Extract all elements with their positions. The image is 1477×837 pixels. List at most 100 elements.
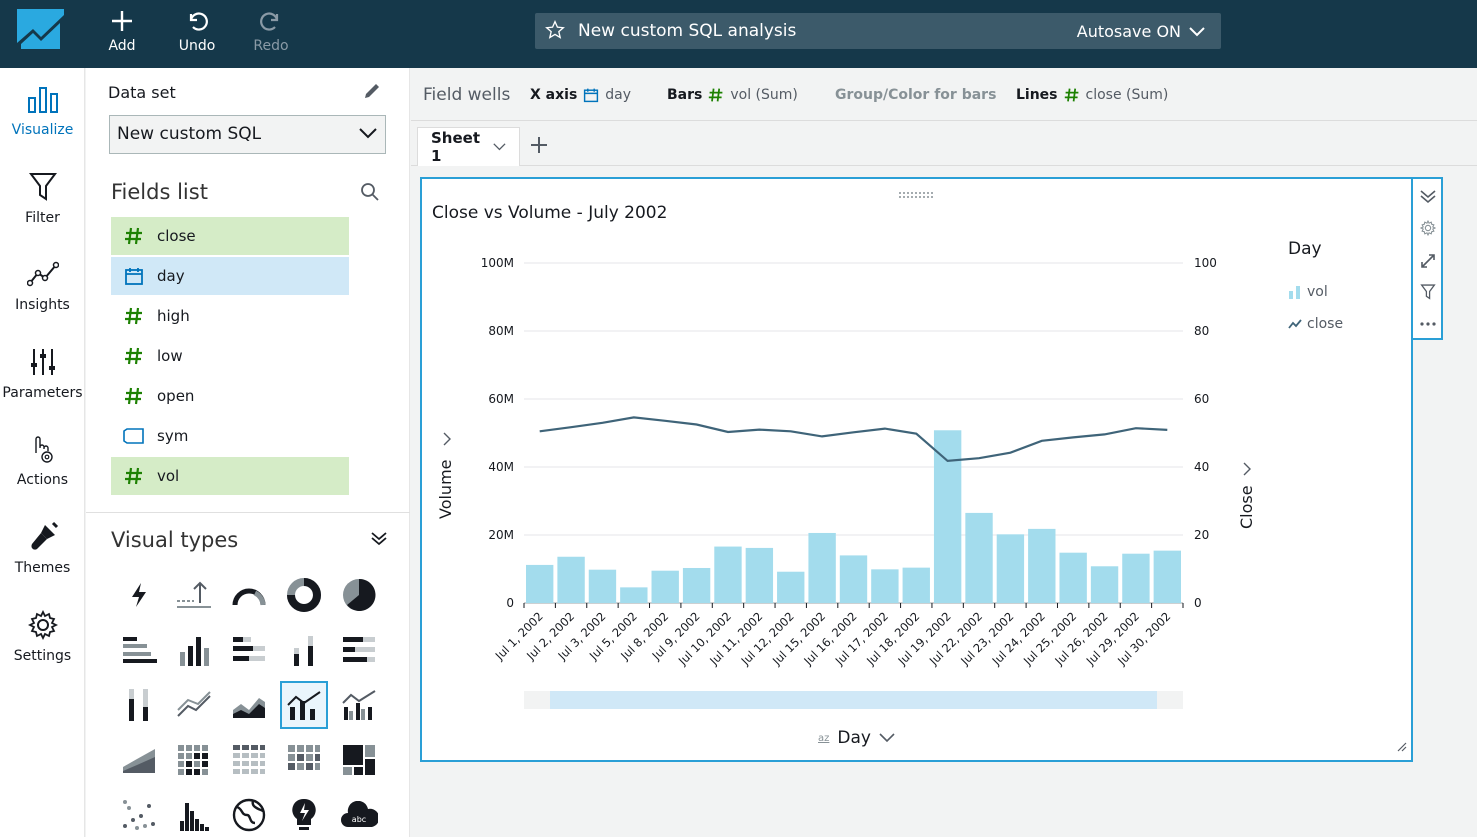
stacked-100-horizontal-bar-icon[interactable] <box>335 626 383 674</box>
bar[interactable] <box>714 546 742 603</box>
visual-card[interactable]: Close vs Volume - July 2002 0 0 20M 20 40M 40… <box>420 177 1413 762</box>
pencil-icon[interactable] <box>362 81 382 105</box>
field-day[interactable]: day <box>111 257 349 295</box>
stacked-100-vertical-bar-icon[interactable] <box>115 681 163 729</box>
bar[interactable] <box>1122 553 1150 603</box>
search-icon[interactable] <box>360 182 380 206</box>
insight-bulb-icon[interactable] <box>280 791 328 837</box>
chevron-down-icon[interactable] <box>879 733 895 743</box>
donut-chart-icon[interactable] <box>280 571 328 619</box>
bar[interactable] <box>620 587 648 603</box>
format-visual-gear-icon[interactable] <box>1419 219 1437 237</box>
y-axis-left-title[interactable]: Volume <box>436 459 455 519</box>
bars-well[interactable]: Bars vol (Sum) <box>667 87 798 103</box>
add-button[interactable]: Add <box>92 8 152 54</box>
field-vol[interactable]: vol <box>111 457 349 495</box>
star-icon[interactable] <box>545 20 565 44</box>
nav-visualize[interactable]: Visualize <box>0 82 85 138</box>
analysis-title[interactable]: New custom SQL analysis <box>578 21 797 41</box>
bar[interactable] <box>839 555 868 603</box>
x-axis-title-control[interactable]: az Day <box>818 728 895 748</box>
area-chart-icon[interactable] <box>225 681 273 729</box>
y-axis-right-title[interactable]: Close <box>1237 485 1256 529</box>
bar[interactable] <box>965 512 993 603</box>
bar[interactable] <box>682 567 711 603</box>
add-sheet-icon[interactable] <box>529 135 549 159</box>
autograph-icon[interactable] <box>115 571 163 619</box>
lines-well[interactable]: Lines close (Sum) <box>1016 87 1168 103</box>
filter-icon[interactable] <box>1419 283 1437 301</box>
pivot-table-icon[interactable] <box>170 736 218 784</box>
nav-themes[interactable]: Themes <box>0 520 85 576</box>
bar[interactable] <box>1090 566 1119 603</box>
collapse-visual-icon[interactable] <box>1419 187 1437 205</box>
visual-title[interactable]: Close vs Volume - July 2002 <box>432 203 668 223</box>
kpi-icon[interactable] <box>170 571 218 619</box>
field-high[interactable]: high <box>111 297 349 335</box>
bar[interactable] <box>745 547 774 603</box>
nav-insights[interactable]: Insights <box>0 257 85 313</box>
line-chart-icon[interactable] <box>170 681 218 729</box>
table-icon[interactable] <box>225 736 273 784</box>
bar[interactable] <box>996 534 1025 603</box>
redo-button[interactable]: Redo <box>241 8 301 54</box>
horizontal-bar-icon[interactable] <box>115 626 163 674</box>
bar[interactable] <box>588 569 617 603</box>
legend-item-vol[interactable]: vol <box>1288 284 1328 300</box>
legend-vol-label: vol <box>1307 284 1328 300</box>
filled-map-icon[interactable] <box>225 791 273 837</box>
bar[interactable] <box>902 567 930 603</box>
vertical-bar-icon[interactable] <box>170 626 218 674</box>
clustered-bar-combo-icon[interactable] <box>335 681 383 729</box>
gauge-icon[interactable] <box>225 571 273 619</box>
dataset-select[interactable]: New custom SQL <box>109 115 386 154</box>
resize-handle-icon[interactable] <box>1397 737 1407 756</box>
nav-parameters[interactable]: Parameters <box>0 345 85 401</box>
stacked-area-icon[interactable] <box>115 736 163 784</box>
bar[interactable] <box>526 564 554 603</box>
bar[interactable] <box>777 571 805 603</box>
bar[interactable] <box>557 556 585 603</box>
quicksight-logo[interactable] <box>17 9 64 53</box>
expand-icon[interactable] <box>1419 252 1437 270</box>
bar[interactable] <box>808 532 836 603</box>
bar[interactable] <box>871 569 899 603</box>
sort-icon[interactable]: az <box>818 732 830 744</box>
pie-chart-icon[interactable] <box>335 571 383 619</box>
analysis-title-bar[interactable]: New custom SQL analysis Autosave ON <box>535 13 1221 49</box>
autosave-dropdown[interactable]: Autosave ON <box>1077 22 1205 41</box>
x-axis-well[interactable]: X axis day <box>530 87 631 103</box>
close-series-line[interactable] <box>539 416 1168 463</box>
nav-settings[interactable]: Settings <box>0 608 85 664</box>
field-wells-toggle[interactable]: Field wells <box>423 85 511 105</box>
more-options-icon[interactable] <box>1419 315 1437 333</box>
bar-and-line-combo-icon[interactable] <box>280 681 328 729</box>
redo-label: Redo <box>253 38 289 54</box>
field-sym[interactable]: sym <box>111 417 349 455</box>
stacked-vertical-bar-icon[interactable] <box>280 626 328 674</box>
tab-sheet-1[interactable]: Sheet 1 <box>417 127 520 166</box>
stacked-horizontal-bar-icon[interactable] <box>225 626 273 674</box>
legend-item-close[interactable]: close <box>1288 316 1343 332</box>
bar[interactable] <box>1028 528 1056 603</box>
histogram-icon[interactable] <box>170 791 218 837</box>
heat-map-icon[interactable] <box>280 736 328 784</box>
bar[interactable] <box>651 570 679 603</box>
group-color-well[interactable]: Group/Color for bars <box>835 87 996 103</box>
field-low[interactable]: low <box>111 337 349 375</box>
scatter-plot-icon[interactable] <box>115 791 163 837</box>
tree-map-icon[interactable] <box>335 736 383 784</box>
bar[interactable] <box>1153 550 1181 603</box>
field-open[interactable]: open <box>111 377 349 415</box>
bar[interactable] <box>1059 552 1087 603</box>
chevron-down-icon[interactable] <box>493 142 506 152</box>
nav-filter[interactable]: Filter <box>0 170 85 226</box>
bar[interactable] <box>933 430 962 603</box>
field-close[interactable]: close <box>111 217 349 255</box>
word-cloud-icon[interactable]: abc <box>335 791 383 837</box>
nav-actions[interactable]: Actions <box>0 432 85 488</box>
undo-button[interactable]: Undo <box>167 8 227 54</box>
drag-handle-icon[interactable] <box>898 184 936 203</box>
collapse-icon[interactable] <box>370 530 388 550</box>
